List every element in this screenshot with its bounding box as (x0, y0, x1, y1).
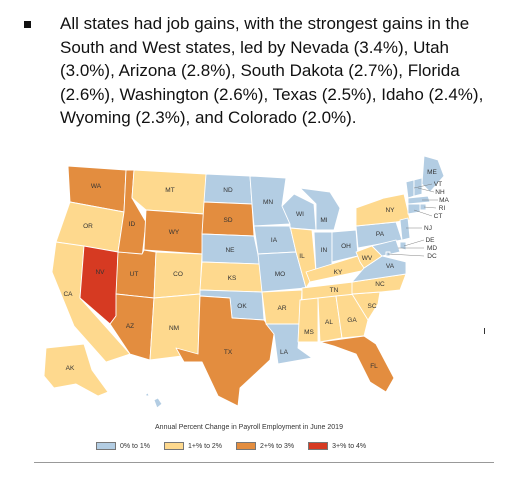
map-caption: Annual Percent Change in Payroll Employm… (155, 424, 343, 431)
label-tn: TN (330, 287, 339, 294)
label-ct: CT (434, 213, 443, 220)
label-ia: IA (271, 237, 278, 244)
label-nv: NV (95, 269, 105, 276)
state-tx (175, 295, 275, 407)
state-vt (405, 179, 415, 199)
legend-swatch (96, 442, 116, 450)
us-map-svg: WA OR CA NV ID MT WY UT AZ CO NM ND SD N… (43, 155, 450, 409)
label-nd: ND (223, 187, 233, 194)
label-in: IN (321, 247, 328, 254)
label-ok: OK (237, 303, 247, 310)
legend-swatch (308, 442, 329, 450)
label-az: AZ (126, 323, 134, 330)
label-ny: NY (385, 207, 395, 214)
label-mo: MO (275, 271, 285, 278)
label-sc: SC (367, 303, 376, 310)
label-wi: WI (296, 211, 304, 218)
label-wa: WA (91, 183, 102, 190)
us-map: WA OR CA NV ID MT WY UT AZ CO NM ND SD N… (34, 148, 466, 418)
legend-swatch (236, 442, 257, 450)
bullet-text: All states had job gains, with the stron… (60, 14, 484, 127)
legend-item-0-to-1: 0% to 1% (96, 442, 150, 450)
label-ca: CA (63, 291, 73, 298)
label-ne: NE (225, 247, 235, 254)
legend-label: 0% to 1% (120, 442, 150, 450)
legend-item-2-to-3: 2+% to 3% (236, 442, 294, 450)
state-ct (407, 203, 421, 215)
label-mt: MT (165, 187, 174, 194)
label-me: ME (427, 169, 437, 176)
label-nm: NM (169, 325, 179, 332)
label-oh: OH (341, 243, 351, 250)
label-fl: FL (370, 363, 378, 370)
label-wy: WY (169, 229, 180, 236)
bottom-divider (34, 462, 494, 463)
state-hi (153, 397, 163, 409)
label-dc: DC (427, 253, 437, 260)
label-de: DE (425, 237, 435, 244)
label-ut: UT (130, 271, 139, 278)
label-md: MD (427, 245, 437, 252)
label-nh: NH (435, 189, 445, 196)
label-ri: RI (439, 205, 446, 212)
state-fl (319, 335, 395, 393)
label-mi: MI (320, 217, 327, 224)
state-de (399, 241, 407, 251)
label-tx: TX (224, 349, 233, 356)
label-or: OR (83, 223, 93, 230)
label-ma: MA (439, 197, 449, 204)
label-nc: NC (375, 281, 385, 288)
label-wv: WV (362, 255, 373, 262)
state-ny (355, 193, 411, 227)
state-ms (297, 297, 319, 343)
legend-label: 2+% to 3% (260, 442, 295, 450)
label-vt: VT (434, 181, 442, 188)
legend-item-1-to-2: 1+% to 2% (163, 442, 223, 450)
state-md (371, 239, 401, 257)
stray-mark (484, 328, 485, 334)
legend-label: 3+% to 4% (332, 442, 367, 450)
state-nj (399, 217, 411, 241)
state-hi-island (145, 392, 150, 397)
legend-label: 1+% to 2% (187, 442, 223, 450)
label-ar: AR (277, 305, 286, 312)
label-pa: PA (376, 231, 385, 238)
state-ak (43, 343, 109, 397)
legend-swatch (163, 442, 184, 450)
label-va: VA (386, 263, 395, 270)
label-al: AL (325, 319, 333, 326)
label-sd: SD (223, 217, 232, 224)
label-mn: MN (263, 199, 273, 206)
state-ma (407, 195, 431, 205)
label-ga: GA (347, 317, 357, 324)
label-ak: AK (66, 365, 75, 372)
label-nj: NJ (424, 225, 432, 232)
leader-lines (387, 183, 438, 257)
legend-item-3-to-4: 3+% to 4% (308, 442, 366, 450)
label-co: CO (173, 271, 183, 278)
label-ks: KS (228, 275, 237, 282)
label-ky: KY (334, 269, 343, 276)
map-legend: 0% to 1% 1+% to 2% 2+% to 3% 3+% to 4% (96, 441, 366, 451)
state-wv (355, 245, 383, 269)
bullet-marker (24, 21, 31, 28)
label-la: LA (280, 349, 289, 356)
label-ms: MS (304, 329, 314, 336)
label-il: IL (299, 253, 305, 260)
state-mi (299, 187, 341, 231)
label-id: ID (129, 221, 136, 228)
